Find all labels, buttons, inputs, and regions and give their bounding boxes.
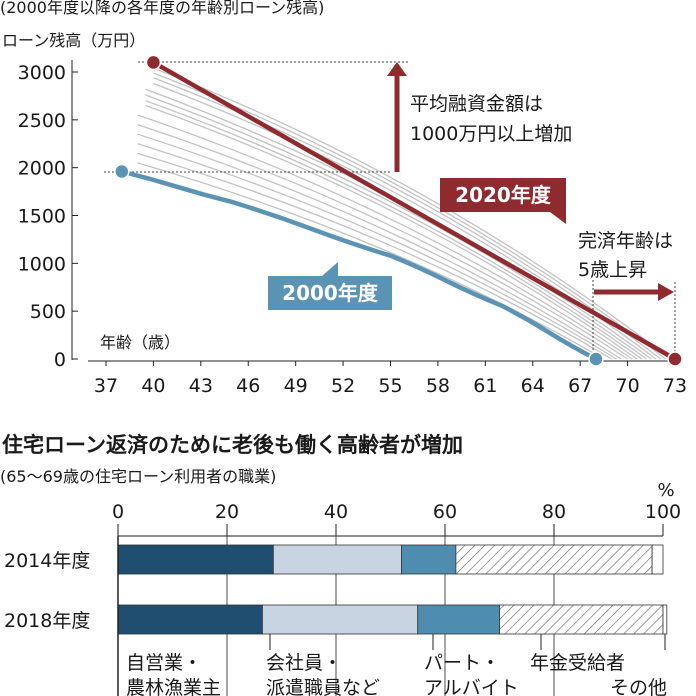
increase-annotation-line1: 平均融資金額は bbox=[410, 93, 543, 115]
increase-arrowhead bbox=[387, 62, 407, 76]
segment-label-line2: アルバイト bbox=[424, 677, 519, 696]
background-series-line bbox=[137, 133, 622, 360]
x-tick-label: 37 bbox=[94, 375, 118, 397]
bar-segment bbox=[117, 544, 274, 575]
series-end-point bbox=[667, 351, 683, 367]
bar-segment bbox=[400, 544, 457, 575]
label-2000-pointer bbox=[322, 262, 338, 276]
chart1-background-series bbox=[137, 67, 671, 360]
background-series-line bbox=[145, 100, 643, 360]
segment-label-line1: その他 bbox=[610, 677, 667, 696]
bar-tick-label: 20 bbox=[215, 501, 239, 523]
x-tick-label: 67 bbox=[568, 375, 592, 397]
bar-segment bbox=[455, 544, 653, 575]
bar-segment bbox=[117, 604, 263, 635]
chart1-y-axis-label: ローン残高（万円） bbox=[2, 31, 145, 50]
bar-segment bbox=[662, 604, 668, 635]
y-tick-label: 0 bbox=[54, 349, 66, 371]
bar-segment bbox=[272, 544, 402, 575]
bar-segment bbox=[499, 604, 664, 635]
age-annotation-line2: 5歳上昇 bbox=[578, 259, 647, 281]
x-tick-label: 49 bbox=[284, 375, 308, 397]
x-tick-label: 70 bbox=[615, 375, 639, 397]
segment-label-line2: 派遣職員など bbox=[266, 677, 380, 696]
segment-label-line2: 農林漁業主 bbox=[126, 677, 221, 696]
background-series-line bbox=[137, 114, 633, 360]
background-series-line bbox=[137, 152, 613, 360]
chart1-x-ticks: 37 40 43 46 49 52 55 58 61 64 67 70 73 bbox=[94, 361, 687, 397]
age-annotation-line1: 完済年齢は bbox=[578, 230, 673, 252]
label-2020-box bbox=[440, 178, 566, 212]
series-2000-line bbox=[119, 169, 599, 362]
background-series-line bbox=[153, 67, 671, 360]
x-tick-label: 52 bbox=[331, 375, 355, 397]
segment-label-line1: 自営業・ bbox=[126, 652, 202, 674]
bar-tick-label: 80 bbox=[542, 501, 566, 523]
label-2020-pointer bbox=[550, 212, 566, 224]
chart1-main-series bbox=[114, 54, 683, 367]
bar-segment bbox=[262, 604, 419, 635]
series-start-point bbox=[114, 163, 130, 180]
chart1-y-ticks: 0 500 1000 1500 2000 2500 3000 bbox=[18, 62, 78, 371]
background-series-line bbox=[137, 162, 605, 360]
x-tick-label: 40 bbox=[141, 375, 165, 397]
x-tick-label: 61 bbox=[473, 375, 497, 397]
increase-annotation-line2: 1000万円以上増加 bbox=[410, 123, 572, 145]
series-2020-line bbox=[151, 60, 678, 362]
age-arrowhead bbox=[658, 283, 674, 301]
chart2-category-labels: 2014年度 2018年度 bbox=[4, 550, 90, 632]
background-series-line bbox=[145, 104, 638, 360]
series-start-point bbox=[145, 54, 162, 71]
y-tick-label: 1500 bbox=[18, 206, 66, 228]
label-2020: 2020年度 bbox=[455, 183, 552, 207]
y-tick-label: 2500 bbox=[18, 110, 66, 132]
chart2-bars bbox=[117, 544, 668, 635]
label-2000: 2000年度 bbox=[282, 281, 379, 305]
bar-segment bbox=[651, 544, 664, 575]
chart1-title: (2000年度以降の各年度の年齢別ローン残高) bbox=[0, 0, 324, 17]
bar-category-label: 2014年度 bbox=[4, 550, 90, 572]
y-tick-label: 1000 bbox=[18, 253, 66, 275]
x-tick-label: 73 bbox=[663, 375, 687, 397]
chart2-title: 住宅ローン返済のために老後も働く高齢者が増加 bbox=[2, 433, 463, 457]
x-tick-label: 46 bbox=[236, 375, 260, 397]
series-end-point bbox=[588, 351, 604, 367]
x-tick-label: 64 bbox=[521, 375, 545, 397]
x-tick-label: 55 bbox=[378, 375, 402, 397]
bar-tick-label: 60 bbox=[433, 501, 457, 523]
chart1-x-axis-label: 年齢（歳） bbox=[100, 333, 180, 352]
bar-tick-label: 100 bbox=[645, 501, 681, 523]
bar-category-label: 2018年度 bbox=[4, 610, 90, 632]
label-2000-box bbox=[268, 276, 392, 310]
y-tick-label: 500 bbox=[30, 301, 66, 323]
x-tick-label: 58 bbox=[426, 375, 450, 397]
bar-segment bbox=[417, 604, 500, 635]
background-series-line bbox=[137, 143, 617, 360]
chart2-unit: % bbox=[657, 480, 674, 501]
bar-tick-label: 40 bbox=[324, 501, 348, 523]
segment-label-line1: 年金受給者 bbox=[530, 652, 625, 674]
background-series-line bbox=[145, 94, 647, 360]
chart2-subtitle: (65〜69歳の住宅ローン利用者の職業) bbox=[0, 467, 276, 486]
bar-tick-label: 0 bbox=[112, 501, 124, 523]
background-series-line bbox=[137, 123, 628, 360]
segment-label-line1: パート・ bbox=[424, 652, 500, 674]
y-tick-label: 2000 bbox=[18, 158, 66, 180]
y-tick-label: 3000 bbox=[18, 62, 66, 84]
segment-label-line1: 会社員・ bbox=[266, 652, 342, 674]
x-tick-label: 43 bbox=[189, 375, 213, 397]
